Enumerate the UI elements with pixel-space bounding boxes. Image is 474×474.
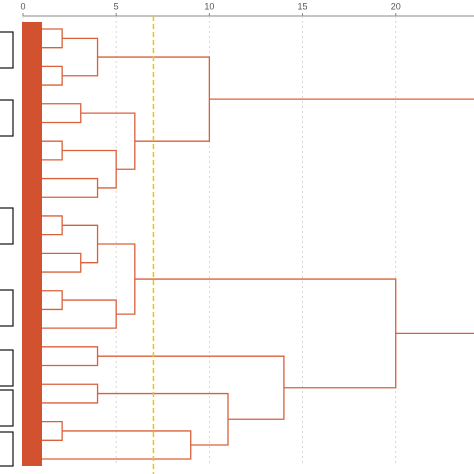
link [23,252,82,273]
link [62,149,117,189]
link [97,392,229,446]
cluster-box [0,99,14,137]
link [62,37,99,77]
link [209,98,474,335]
link [97,355,285,420]
link [80,112,136,170]
cluster-brackets [0,31,14,467]
link [62,224,99,264]
cluster-box [0,431,14,467]
cluster-box [0,31,14,69]
x-tick-label: 20 [391,1,401,11]
link [97,243,136,315]
x-tick-label: 15 [298,1,308,11]
cluster-box [0,207,14,245]
x-tick-label: 5 [114,1,119,11]
x-tick-label: 10 [204,1,214,11]
link [23,430,192,460]
x-tick-label: 0 [20,1,25,11]
leaf-bar [22,22,42,466]
link [134,278,397,389]
cluster-box [0,349,14,387]
link [23,103,82,124]
cluster-box [0,289,14,327]
cluster-box [0,389,14,427]
